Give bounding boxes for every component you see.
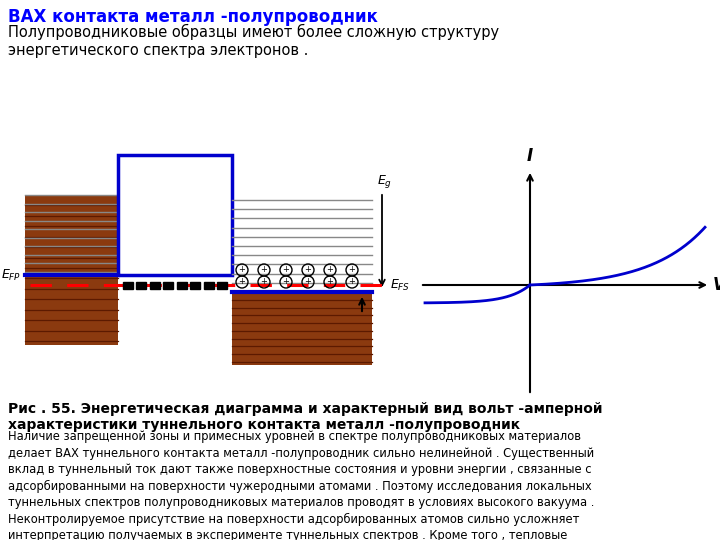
Text: +: +: [282, 278, 289, 287]
Bar: [150, 281, 160, 288]
Text: +: +: [327, 278, 333, 287]
Text: I: I: [527, 147, 533, 165]
Bar: [204, 281, 214, 288]
Text: +: +: [261, 278, 267, 287]
Text: +: +: [238, 266, 246, 274]
Text: Рис . 55. Энергетическая диаграмма и характерный вид вольт -амперной
характерист: Рис . 55. Энергетическая диаграмма и хар…: [8, 402, 603, 432]
Bar: [25, 195, 118, 345]
Text: Наличие запрещенной зоны и примесных уровней в спектре полупроводниковых материа: Наличие запрещенной зоны и примесных уро…: [8, 430, 620, 540]
Text: $E_{FS}$: $E_{FS}$: [390, 278, 410, 293]
Text: V: V: [713, 276, 720, 294]
Bar: [232, 292, 372, 365]
Text: +: +: [238, 278, 246, 287]
Text: ВАХ контакта металл -полупроводник: ВАХ контакта металл -полупроводник: [8, 8, 378, 26]
Bar: [163, 281, 174, 288]
Text: +: +: [305, 278, 312, 287]
Bar: [118, 155, 232, 275]
Text: +: +: [348, 278, 356, 287]
Bar: [176, 281, 186, 288]
Text: $E_g$: $E_g$: [377, 173, 392, 190]
Bar: [190, 281, 200, 288]
Bar: [136, 281, 146, 288]
Text: $E_{FP}$: $E_{FP}$: [1, 267, 21, 282]
Text: +: +: [261, 266, 267, 274]
Bar: [217, 281, 227, 288]
Text: +: +: [282, 266, 289, 274]
Text: +: +: [348, 266, 356, 274]
Text: Полупроводниковые образцы имеют более сложную структуру
энергетического спектра : Полупроводниковые образцы имеют более сл…: [8, 24, 499, 58]
Text: +: +: [327, 266, 333, 274]
Bar: [123, 281, 133, 288]
Text: +: +: [305, 266, 312, 274]
